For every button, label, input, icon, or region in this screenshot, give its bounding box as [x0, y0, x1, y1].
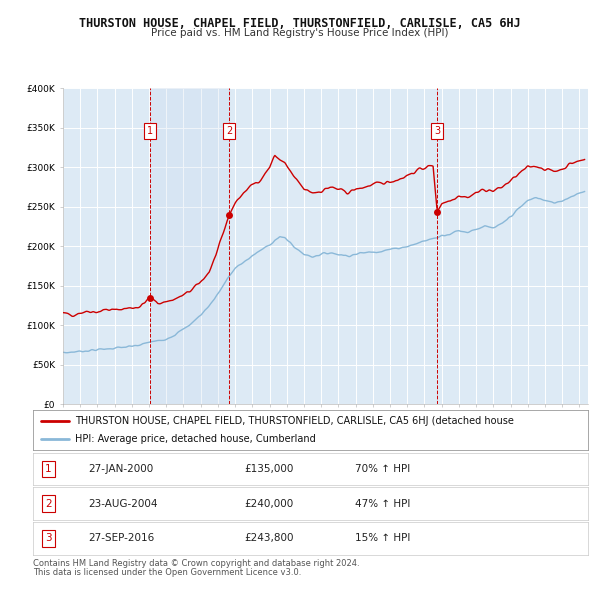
Text: Price paid vs. HM Land Registry's House Price Index (HPI): Price paid vs. HM Land Registry's House … — [151, 28, 449, 38]
Text: This data is licensed under the Open Government Licence v3.0.: This data is licensed under the Open Gov… — [33, 568, 301, 577]
Text: 2: 2 — [45, 499, 52, 509]
Bar — [150, 88, 229, 404]
Text: 1: 1 — [45, 464, 52, 474]
Text: THURSTON HOUSE, CHAPEL FIELD, THURSTONFIELD, CARLISLE, CA5 6HJ: THURSTON HOUSE, CHAPEL FIELD, THURSTONFI… — [79, 17, 521, 30]
Text: 70% ↑ HPI: 70% ↑ HPI — [355, 464, 410, 474]
Text: £240,000: £240,000 — [244, 499, 293, 509]
Text: 23-AUG-2004: 23-AUG-2004 — [89, 499, 158, 509]
Text: THURSTON HOUSE, CHAPEL FIELD, THURSTONFIELD, CARLISLE, CA5 6HJ (detached house: THURSTON HOUSE, CHAPEL FIELD, THURSTONFI… — [74, 416, 514, 426]
Text: 1: 1 — [147, 126, 154, 136]
Text: 47% ↑ HPI: 47% ↑ HPI — [355, 499, 410, 509]
Text: 2: 2 — [226, 126, 232, 136]
Text: £243,800: £243,800 — [244, 533, 293, 543]
Text: HPI: Average price, detached house, Cumberland: HPI: Average price, detached house, Cumb… — [74, 434, 316, 444]
Text: 27-JAN-2000: 27-JAN-2000 — [89, 464, 154, 474]
Text: Contains HM Land Registry data © Crown copyright and database right 2024.: Contains HM Land Registry data © Crown c… — [33, 559, 359, 568]
Text: 15% ↑ HPI: 15% ↑ HPI — [355, 533, 410, 543]
Text: 3: 3 — [45, 533, 52, 543]
Text: 3: 3 — [434, 126, 440, 136]
Text: £135,000: £135,000 — [244, 464, 293, 474]
Text: 27-SEP-2016: 27-SEP-2016 — [89, 533, 155, 543]
